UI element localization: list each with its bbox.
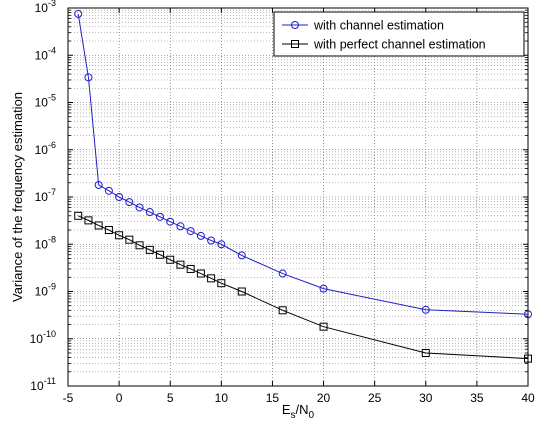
series-0: [74, 9, 532, 319]
x-tick-label: 15: [266, 391, 280, 405]
data-point: [115, 231, 124, 240]
x-tick-label: 25: [368, 391, 382, 405]
y-tick-label: 10-10: [30, 329, 56, 346]
data-point: [115, 193, 124, 201]
data-point: [196, 231, 205, 240]
data-point: [135, 203, 144, 212]
legend: with channel estimation with perfect chan…: [273, 11, 525, 57]
x-tick-label: 0: [116, 391, 123, 405]
x-tick-label: 5: [167, 391, 174, 405]
data-point: [145, 245, 154, 254]
x-tick-label: 35: [470, 391, 484, 405]
data-point: [319, 322, 328, 331]
series-1: [74, 211, 532, 363]
y-axis-label: Variance of the frequency estimation: [10, 92, 25, 302]
y-tick-label: 10-11: [30, 376, 56, 393]
series-layer: [74, 9, 532, 363]
y-tick-label: 10-6: [35, 140, 56, 157]
data-point: [145, 208, 154, 217]
x-tick-label: 30: [419, 391, 433, 405]
series-line: [78, 215, 529, 360]
data-point: [84, 216, 93, 225]
data-point: [186, 264, 195, 273]
data-point: [166, 217, 175, 226]
legend-label: with channel estimation: [313, 19, 444, 33]
data-point: [125, 235, 134, 244]
legend-swatch-marker: [291, 40, 299, 48]
data-point: [421, 348, 430, 357]
data-point: [186, 227, 195, 236]
data-point: [176, 222, 185, 231]
data-point: [74, 211, 83, 220]
x-tick-label: -5: [63, 391, 74, 405]
legend-box: [273, 11, 525, 57]
data-point: [207, 274, 216, 283]
grid: [68, 8, 528, 386]
x-tick-label: 10: [215, 391, 229, 405]
y-tick-label: 10-7: [35, 187, 56, 204]
data-point: [196, 269, 205, 278]
data-point: [176, 260, 185, 269]
data-point: [421, 305, 430, 314]
data-point: [319, 284, 328, 293]
y-tick-label: 10-3: [35, 0, 56, 15]
x-tick-label: 20: [317, 391, 331, 405]
series-line: [77, 13, 529, 315]
data-point: [74, 9, 83, 18]
data-point: [156, 212, 164, 221]
data-point: [217, 240, 226, 249]
data-point: [94, 221, 103, 230]
data-point: [217, 279, 226, 288]
ticks: -5 0 5 10 15 20 25 30 35 40 10-11 10-10 10-9 10-8 10-7…: [30, 0, 535, 405]
data-point: [207, 236, 216, 245]
data-point: [94, 180, 103, 189]
y-tick-label: 10-4: [35, 45, 56, 62]
data-point: [104, 186, 113, 195]
data-point: [84, 73, 93, 82]
data-point: [278, 269, 287, 278]
data-point: [166, 255, 175, 264]
y-tick-label: 10-5: [35, 93, 56, 110]
data-point: [156, 250, 164, 259]
data-point: [237, 251, 246, 260]
data-point: [278, 306, 287, 315]
legend-label: with perfect channel estimation: [313, 38, 486, 52]
data-point: [125, 198, 134, 207]
x-axis-label: Es/N0: [282, 402, 315, 421]
y-tick-label: 10-9: [35, 282, 56, 299]
legend-swatch-marker: [291, 21, 299, 29]
data-point: [104, 226, 113, 235]
data-point: [237, 287, 246, 296]
x-tick-label: 40: [521, 391, 535, 405]
y-tick-label: 10-8: [35, 234, 56, 251]
data-point: [135, 241, 144, 250]
